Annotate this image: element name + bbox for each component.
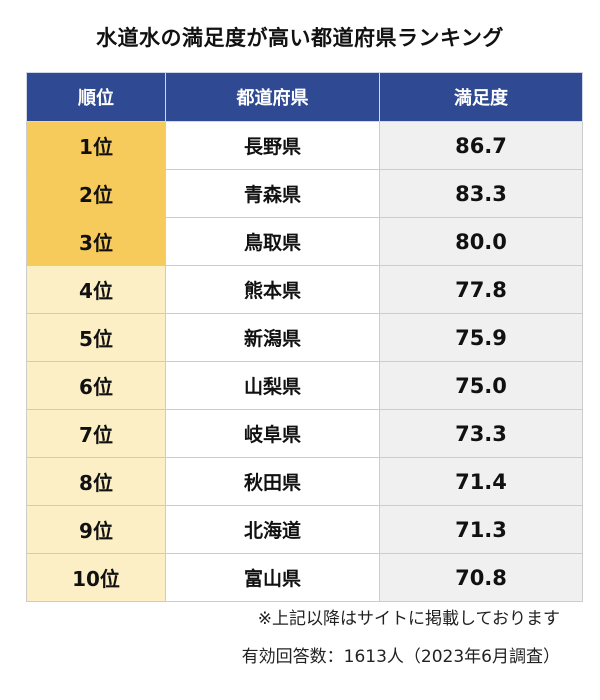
table-row: 5位 新潟県 75.9 <box>26 313 583 362</box>
score-cell: 73.3 <box>379 409 583 458</box>
prefecture-cell: 秋田県 <box>165 457 380 506</box>
rank-cell: 6位 <box>26 361 166 410</box>
prefecture-cell: 富山県 <box>165 553 380 602</box>
prefecture-cell: 鳥取県 <box>165 217 380 266</box>
rank-cell: 2位 <box>26 169 166 218</box>
prefecture-cell: 青森県 <box>165 169 380 218</box>
score-cell: 86.7 <box>379 121 583 170</box>
rank-cell: 9位 <box>26 505 166 554</box>
prefecture-cell: 北海道 <box>165 505 380 554</box>
rank-cell: 5位 <box>26 313 166 362</box>
header-row: 順位 都道府県 満足度 <box>26 72 583 122</box>
header-score: 満足度 <box>379 72 583 122</box>
table-row: 4位 熊本県 77.8 <box>26 265 583 314</box>
ranking-table: 順位 都道府県 満足度 1位 長野県 86.7 2位 青森県 83.3 3位 鳥… <box>26 72 583 602</box>
table-row: 8位 秋田県 71.4 <box>26 457 583 506</box>
table-row: 9位 北海道 71.3 <box>26 505 583 554</box>
prefecture-cell: 新潟県 <box>165 313 380 362</box>
prefecture-cell: 岐阜県 <box>165 409 380 458</box>
score-cell: 71.4 <box>379 457 583 506</box>
rank-cell: 4位 <box>26 265 166 314</box>
score-cell: 80.0 <box>379 217 583 266</box>
rank-cell: 3位 <box>26 217 166 266</box>
table-row: 7位 岐阜県 73.3 <box>26 409 583 458</box>
score-cell: 75.0 <box>379 361 583 410</box>
table-row: 2位 青森県 83.3 <box>26 169 583 218</box>
table-row: 3位 鳥取県 80.0 <box>26 217 583 266</box>
chart-title: 水道水の満足度が高い都道府県ランキング <box>96 26 504 50</box>
header-rank: 順位 <box>26 72 166 122</box>
footnote: ※上記以降はサイトに掲載しております <box>257 609 560 629</box>
rank-cell: 1位 <box>26 121 166 170</box>
score-cell: 83.3 <box>379 169 583 218</box>
prefecture-cell: 長野県 <box>165 121 380 170</box>
score-cell: 70.8 <box>379 553 583 602</box>
respondents-note: 有効回答数：1613人（2023年6月調査） <box>241 647 560 667</box>
header-prefecture: 都道府県 <box>165 72 380 122</box>
score-cell: 75.9 <box>379 313 583 362</box>
table-row: 10位 富山県 70.8 <box>26 553 583 602</box>
table-row: 1位 長野県 86.7 <box>26 121 583 170</box>
rank-cell: 8位 <box>26 457 166 506</box>
table-row: 6位 山梨県 75.0 <box>26 361 583 410</box>
prefecture-cell: 山梨県 <box>165 361 380 410</box>
rank-cell: 7位 <box>26 409 166 458</box>
prefecture-cell: 熊本県 <box>165 265 380 314</box>
rank-cell: 10位 <box>26 553 166 602</box>
score-cell: 77.8 <box>379 265 583 314</box>
score-cell: 71.3 <box>379 505 583 554</box>
